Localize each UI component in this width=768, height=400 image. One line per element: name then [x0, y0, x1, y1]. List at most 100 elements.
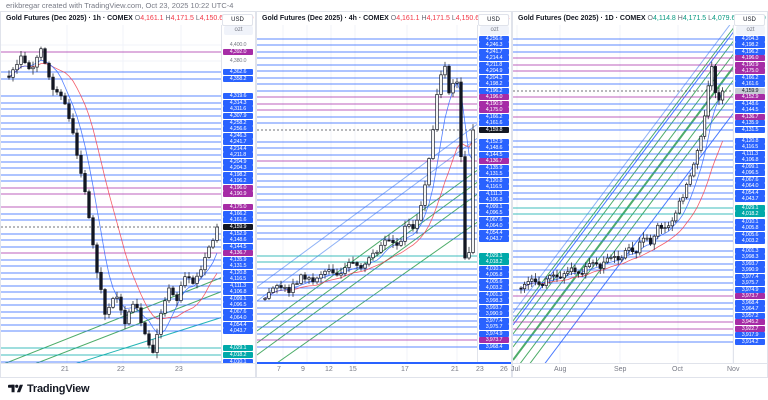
panel-header-1D[interactable]: Gold Futures (Dec 2025) · 1D · COMEX O4,…: [513, 12, 767, 25]
time-label: 23: [175, 366, 183, 373]
price-level-label: 4,099.1: [735, 163, 765, 171]
price-level-label: 4,010.1: [223, 358, 253, 366]
price-level-label: 4,392.0: [223, 48, 253, 56]
price-level-label: 4,064.0: [735, 182, 765, 190]
price-level-label: 4,029.1: [735, 204, 765, 212]
time-label: Nov: [727, 366, 740, 373]
price-level-label: 4,166.2: [479, 113, 509, 121]
price-level-label: 4,196.2: [735, 48, 765, 56]
price-level-label: 4,043.7: [223, 327, 253, 335]
time-label: 7: [277, 366, 281, 373]
time-label: 21: [451, 366, 459, 373]
footer-bar: TradingView: [0, 378, 768, 400]
unit-label: ozt: [224, 26, 253, 35]
price-level-label: 4,258.2: [223, 119, 253, 127]
price-level-label: 4,166.2: [223, 210, 253, 218]
price-level-label: 4,152.9: [223, 230, 253, 238]
currency-button[interactable]: USD: [734, 14, 765, 26]
currency-button[interactable]: USD: [478, 14, 509, 26]
price-level-label: 4,116.5: [223, 275, 253, 283]
chart-panel-1D[interactable]: Gold Futures (Dec 2025) · 1D · COMEX O4,…: [511, 11, 768, 378]
chart-panel-1h[interactable]: Gold Futures (Dec 2025) · 1h · COMEX O4,…: [0, 11, 256, 378]
time-label: 26: [500, 366, 508, 373]
price-level-label: 4,362.6: [223, 68, 253, 76]
price-axis-1D[interactable]: 4,204.3 4,198.2 4,196.2 4,196.0 4,190.9 4,175…: [733, 25, 767, 364]
price-level-label: 4,054.4: [479, 229, 509, 237]
chart-panel-4h[interactable]: Gold Futures (Dec 2025) · 4h · COMEX O4,…: [256, 11, 512, 378]
chart-panels-container: Gold Futures (Dec 2025) · 1h · COMEX O4,…: [0, 11, 768, 378]
price-level-label: 4,311.6: [223, 105, 253, 113]
price-level-label: 4,106.8: [735, 156, 765, 164]
time-label: Jul: [511, 366, 520, 373]
price-level-label: 4,166.2: [735, 74, 765, 82]
change-value: −1.3 (−0.03%): [253, 15, 255, 22]
price-level-label: 4,120.8: [223, 269, 253, 277]
price-level-label: 4,152.9: [479, 138, 509, 146]
time-label: 21: [61, 366, 69, 373]
time-label: 22: [117, 366, 125, 373]
price-level-label: 4,190.9: [223, 190, 253, 198]
price-level-label: 4,241.7: [479, 48, 509, 56]
price-level-label: 4,111.3: [479, 190, 509, 198]
panel-header-1h[interactable]: Gold Futures (Dec 2025) · 1h · COMEX O4,…: [1, 12, 255, 25]
price-level-label: 3,922.7: [735, 325, 765, 333]
price-level-label: 4,116.5: [479, 183, 509, 191]
price-level-label: 4,136.7: [479, 157, 509, 165]
time-label: 15: [349, 366, 357, 373]
panel-header-4h[interactable]: Gold Futures (Dec 2025) · 4h · COMEX O4,…: [257, 12, 511, 25]
price-level-label: 4,214.4: [223, 145, 253, 153]
price-level-label: 4,319.6: [223, 92, 253, 100]
price-chart-1D[interactable]: [513, 25, 736, 366]
symbol-title[interactable]: Gold Futures (Dec 2025) · 4h · COMEX: [262, 15, 389, 22]
price-level-label: 4,099.1: [223, 295, 253, 303]
price-axis-4h[interactable]: 4,256.6 4,246.3 4,241.7 4,214.4 4,211.8 4,204…: [477, 25, 511, 364]
price-level-label: 4,018.2: [735, 210, 765, 218]
price-level-label: 3,968.4: [479, 343, 509, 351]
price-level-label: 3,974.9: [735, 286, 765, 294]
price-level-label: 3,975.7: [735, 279, 765, 287]
change-value: +43.3 (+1.05%): [766, 15, 767, 22]
price-level-label: 4,111.3: [223, 282, 253, 290]
price-level-label: 4,135.9: [223, 256, 253, 264]
price-level-label: 4,043.7: [735, 195, 765, 203]
currency-button[interactable]: USD: [222, 14, 253, 26]
price-level-label: 4,246.3: [479, 41, 509, 49]
price-level-label: 4,148.6: [479, 144, 509, 152]
price-level-label: 4,161.6: [735, 80, 765, 88]
price-level-label: 4,204.9: [223, 158, 253, 166]
price-level-label: 4,204.3: [735, 35, 765, 43]
price-level-label: 3,964.7: [735, 305, 765, 313]
price-level-label: 4,148.6: [735, 100, 765, 108]
price-axis-1h[interactable]: 4,400.0 4,392.0 4,380.0 4,362.6 4,358.2 4,319…: [221, 25, 255, 366]
symbol-title[interactable]: Gold Futures (Dec 2025) · 1h · COMEX: [6, 15, 133, 22]
price-level-label: 4,005.6: [479, 278, 509, 286]
price-level-label: 4,204.3: [479, 74, 509, 82]
price-level-label: 3,917.9: [735, 331, 765, 339]
symbol-title[interactable]: Gold Futures (Dec 2025) · 1D · COMEX: [518, 15, 646, 22]
time-label: Sep: [614, 366, 627, 373]
price-level-label: 4,067.6: [223, 308, 253, 316]
time-axis-4h[interactable]: 7 9 12 15 17 21 23 26: [257, 362, 511, 377]
tradingview-logo[interactable]: TradingView: [8, 381, 90, 396]
time-axis-1D[interactable]: Jul Aug Sep Oct Nov: [511, 363, 767, 377]
price-chart-1h[interactable]: [1, 25, 224, 366]
price-level-label: 4,204.3: [223, 164, 253, 172]
price-level-label: 3,993.7: [479, 304, 509, 312]
time-label: Aug: [554, 366, 567, 373]
price-level-label: 4,067.6: [479, 216, 509, 224]
price-level-label: 4,196.2: [223, 177, 253, 185]
tradingview-logo-text: TradingView: [27, 382, 90, 395]
time-axis-1h[interactable]: 21 22 23: [1, 363, 255, 377]
price-level-label: 4,001.3: [479, 291, 509, 299]
price-level-label: 4,246.3: [223, 132, 253, 140]
price-level-label: 4,005.8: [735, 224, 765, 232]
price-level-label: 4,096.5: [223, 301, 253, 309]
price-level-label: 4,120.8: [479, 177, 509, 185]
price-level-label: 4,196.0: [223, 184, 253, 192]
current-price-label: 4,159.9: [223, 223, 253, 231]
price-level-label: 4,064.0: [479, 222, 509, 230]
price-level-label: 3,975.7: [479, 323, 509, 331]
price-chart-4h[interactable]: [257, 25, 480, 366]
price-level-label: 4,307.9: [223, 112, 253, 120]
price-level-label: 4,001.3: [735, 247, 765, 255]
